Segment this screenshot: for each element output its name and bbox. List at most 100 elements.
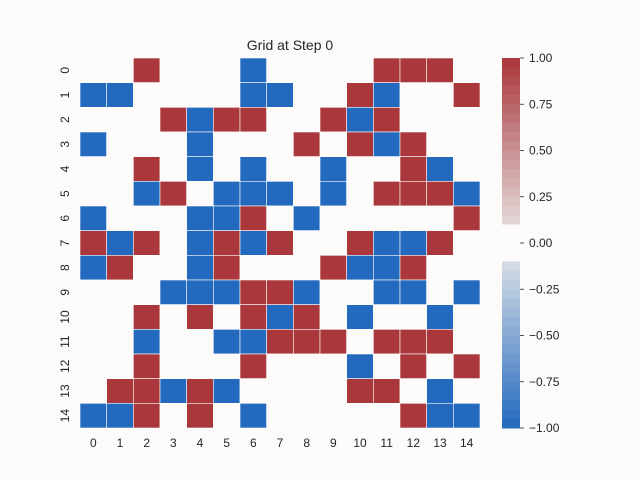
heatmap-cell: [293, 403, 321, 429]
heatmap-cell: [159, 378, 187, 404]
heatmap-cell: [399, 205, 427, 231]
heatmap-cell: [346, 156, 374, 182]
y-tick-label: 9: [58, 289, 72, 296]
colorbar-segment: [502, 261, 520, 272]
heatmap-cell: [159, 107, 187, 133]
heatmap-cell: [133, 57, 161, 83]
heatmap-cell: [106, 131, 134, 157]
heatmap-cell: [373, 279, 401, 305]
colorbar-segment: [502, 270, 520, 281]
heatmap-cell: [319, 230, 347, 256]
heatmap-cell: [186, 107, 214, 133]
y-tick-label: 7: [58, 239, 72, 246]
colorbar-segment: [502, 400, 520, 410]
heatmap-cell: [399, 255, 427, 281]
x-tick-label: 8: [303, 436, 310, 450]
heatmap-cell: [79, 156, 107, 182]
colorbar-tick-label: −0.50: [529, 329, 560, 343]
heatmap-cell: [319, 131, 347, 157]
heatmap-cell: [213, 156, 241, 182]
heatmap-cell: [133, 230, 161, 256]
x-tick-label: 1: [117, 436, 124, 450]
heatmap-cell: [186, 279, 214, 305]
colorbar-ticks: 1.00 0.75 0.50 0.25 0.00 −0.25 −0.50 −0.75 −1.00: [520, 51, 560, 435]
heatmap-cell: [79, 403, 107, 429]
heatmap-cell: [426, 82, 454, 108]
colorbar-tick-label: −0.75: [529, 375, 560, 389]
heatmap-cell: [239, 329, 267, 355]
heatmap-cell: [106, 57, 134, 83]
heatmap-cell: [373, 255, 401, 281]
heatmap-cell: [159, 82, 187, 108]
heatmap-cell: [133, 378, 161, 404]
x-tick-label: 11: [380, 436, 393, 450]
heatmap-cell: [186, 205, 214, 231]
colorbar-tick-label: 0.75: [529, 97, 553, 111]
heatmap-cell: [133, 255, 161, 281]
heatmap-cell: [373, 378, 401, 404]
x-tick-label: 0: [90, 436, 97, 450]
heatmap-cell: [346, 131, 374, 157]
heatmap-cell: [159, 403, 187, 429]
colorbar-segment: [502, 159, 520, 170]
heatmap-cell: [266, 107, 294, 133]
heatmap-cell: [399, 230, 427, 256]
heatmap-cell: [399, 304, 427, 330]
heatmap-cell: [239, 181, 267, 207]
heatmap-cell: [373, 304, 401, 330]
heatmap-cell: [293, 329, 321, 355]
colorbar-segment: [502, 307, 520, 318]
heatmap-cell: [266, 181, 294, 207]
colorbar-segment: [502, 233, 520, 244]
heatmap-cell: [159, 353, 187, 379]
heatmap-cell: [453, 255, 481, 281]
y-tick-label: 2: [58, 116, 72, 123]
heatmap-cell: [159, 304, 187, 330]
heatmap-cell: [319, 107, 347, 133]
colorbar-segment: [502, 381, 520, 392]
heatmap-cell: [266, 353, 294, 379]
heatmap-cell: [186, 156, 214, 182]
x-tick-label: 6: [250, 436, 257, 450]
colorbar-segment: [502, 95, 520, 105]
heatmap-cell: [133, 82, 161, 108]
heatmap-cell: [133, 181, 161, 207]
colorbar-tick-label: −0.25: [529, 282, 560, 296]
heatmap-cell: [373, 205, 401, 231]
x-tick-label: 5: [223, 436, 230, 450]
heatmap-cell: [239, 107, 267, 133]
heatmap-cell: [186, 57, 214, 83]
heatmap-cell: [106, 82, 134, 108]
heatmap-cell: [346, 279, 374, 305]
heatmap-cell: [453, 82, 481, 108]
y-tick-label: 6: [58, 215, 72, 222]
heatmap-cell: [293, 205, 321, 231]
heatmap-cell: [239, 156, 267, 182]
heatmap-cell: [293, 156, 321, 182]
colorbar-segment: [502, 289, 520, 299]
heatmap-cell: [159, 131, 187, 157]
heatmap-cell: [159, 57, 187, 83]
heatmap-cell: [453, 230, 481, 256]
colorbar-tick-label: 1.00: [529, 51, 553, 65]
heatmap-cell: [106, 353, 134, 379]
heatmap-cell: [213, 107, 241, 133]
heatmap-cell: [213, 181, 241, 207]
heatmap-cell: [399, 107, 427, 133]
heatmap-cell: [346, 181, 374, 207]
heatmap-cell: [319, 156, 347, 182]
heatmap-cell: [426, 131, 454, 157]
y-tick-label: 3: [58, 141, 72, 148]
colorbar-segment: [502, 141, 520, 151]
heatmap-cell: [319, 353, 347, 379]
heatmap-cell: [213, 230, 241, 256]
heatmap-cell: [426, 403, 454, 429]
heatmap-cell: [266, 403, 294, 429]
heatmap-cell: [346, 255, 374, 281]
heatmap-cell: [453, 131, 481, 157]
heatmap-cell: [186, 131, 214, 157]
heatmap-cell: [213, 82, 241, 108]
heatmap-cell: [79, 230, 107, 256]
